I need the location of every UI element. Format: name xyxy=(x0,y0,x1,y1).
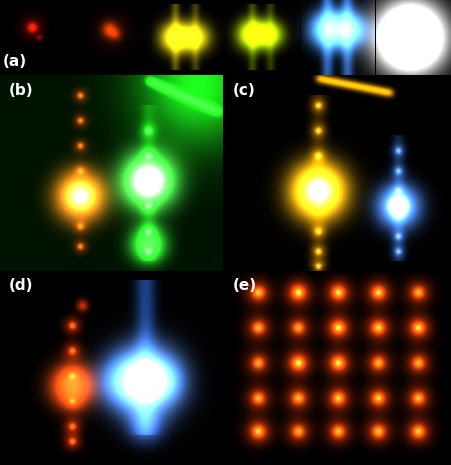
Text: (b): (b) xyxy=(9,83,34,98)
Text: (a): (a) xyxy=(2,54,26,69)
Text: (c): (c) xyxy=(232,83,255,98)
Text: (d): (d) xyxy=(9,279,34,293)
Text: (e): (e) xyxy=(232,279,257,293)
